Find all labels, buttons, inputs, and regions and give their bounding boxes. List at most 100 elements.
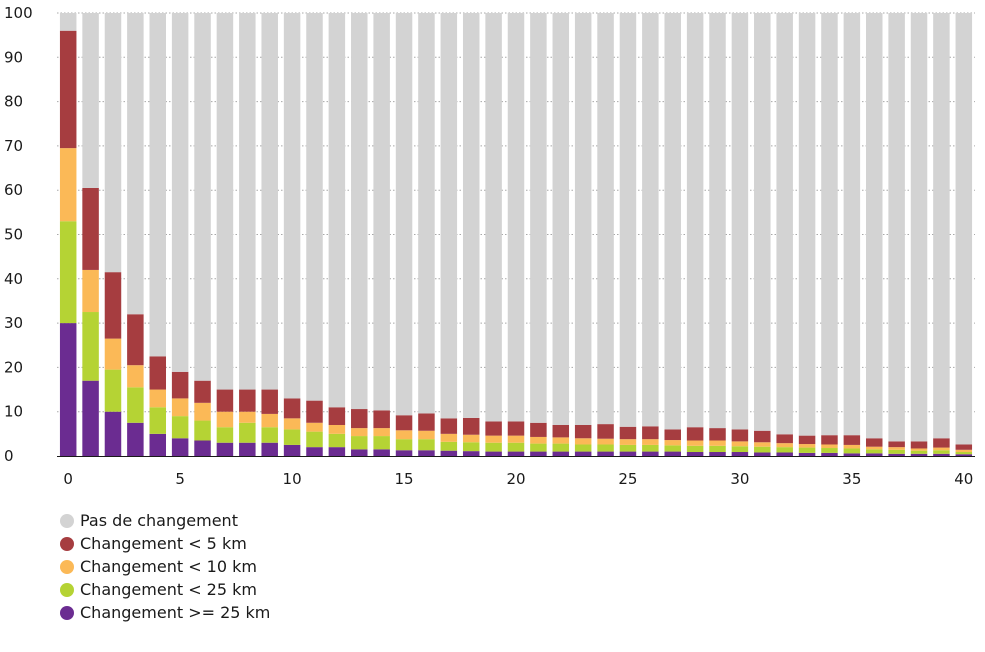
bar-segment bbox=[597, 444, 614, 451]
bar-segment bbox=[799, 436, 816, 444]
bar-segment-no-change bbox=[530, 13, 547, 423]
bar-segment bbox=[441, 442, 458, 451]
bar-segment bbox=[530, 452, 547, 456]
bar-segment bbox=[217, 427, 234, 443]
bar-segment bbox=[105, 370, 122, 412]
legend-swatch bbox=[60, 560, 74, 574]
bar-segment bbox=[754, 431, 771, 443]
bar-segment bbox=[620, 445, 637, 452]
bar-segment bbox=[485, 443, 502, 452]
bar-segment bbox=[127, 365, 143, 387]
bar-segment-no-change bbox=[933, 13, 950, 438]
bar-segment bbox=[933, 454, 950, 456]
bar-segment bbox=[620, 427, 637, 439]
y-tick-label: 10 bbox=[4, 403, 23, 421]
bar-segment bbox=[888, 447, 905, 450]
bar-segment bbox=[105, 272, 122, 338]
bar-stack bbox=[553, 13, 570, 456]
bar-segment-no-change bbox=[597, 13, 614, 424]
x-tick-label: 35 bbox=[842, 470, 861, 488]
bar-segment bbox=[933, 438, 950, 447]
bar-segment bbox=[821, 444, 838, 448]
x-tick-label: 30 bbox=[730, 470, 749, 488]
bar-segment bbox=[284, 418, 301, 429]
bar-segment bbox=[553, 444, 570, 452]
legend-label: Changement < 5 km bbox=[80, 534, 247, 553]
bar-segment bbox=[664, 429, 681, 440]
bar-stack bbox=[933, 13, 950, 456]
legend-swatch bbox=[60, 606, 74, 620]
bar-segment bbox=[261, 443, 278, 456]
legend-item: Changement < 5 km bbox=[60, 532, 270, 555]
bar-segment bbox=[127, 387, 143, 422]
bar-segment bbox=[732, 441, 749, 446]
bar-segment bbox=[127, 314, 143, 365]
bar-segment-no-change bbox=[866, 13, 883, 438]
bar-segment bbox=[888, 450, 905, 454]
bar-segment bbox=[799, 453, 816, 456]
legend-label: Changement >= 25 km bbox=[80, 603, 270, 622]
bar-segment bbox=[194, 381, 211, 403]
bar-segment bbox=[530, 423, 547, 437]
bar-segment bbox=[373, 449, 390, 456]
bar-segment bbox=[776, 434, 793, 443]
bar-stack bbox=[418, 13, 435, 456]
bar-segment-no-change bbox=[754, 13, 771, 431]
bar-segment bbox=[508, 436, 525, 443]
bar-segment bbox=[60, 323, 77, 456]
y-tick-label: 20 bbox=[4, 358, 23, 376]
bar-segment bbox=[351, 436, 368, 449]
bar-segment bbox=[284, 445, 301, 456]
bar-segment bbox=[620, 452, 637, 456]
bar-segment bbox=[396, 439, 413, 450]
bar-segment bbox=[732, 446, 749, 452]
bar-segment bbox=[441, 434, 458, 442]
bar-stack bbox=[105, 13, 122, 456]
bar-stack bbox=[530, 13, 547, 456]
bar-segment-no-change bbox=[127, 13, 143, 314]
bar-stack bbox=[687, 13, 704, 456]
bar-segment bbox=[217, 390, 234, 412]
bar-segment-no-change bbox=[373, 13, 390, 410]
bar-segment bbox=[418, 431, 435, 439]
bar-segment bbox=[530, 437, 547, 444]
legend-swatch bbox=[60, 514, 74, 528]
bar-segment bbox=[754, 452, 771, 456]
bar-segment-no-change bbox=[911, 13, 928, 441]
bar-segment bbox=[217, 412, 234, 428]
bar-segment-no-change bbox=[284, 13, 301, 398]
bar-segment bbox=[575, 452, 592, 456]
bar-segment-no-change bbox=[418, 13, 435, 413]
bar-stack bbox=[575, 13, 592, 456]
bar-segment bbox=[709, 446, 726, 452]
bar-segment bbox=[485, 452, 502, 456]
bar-segment bbox=[956, 452, 973, 454]
bar-segment bbox=[60, 31, 77, 148]
bar-segment bbox=[933, 450, 950, 454]
bar-segment-no-change bbox=[709, 13, 726, 428]
bar-segment bbox=[194, 403, 211, 421]
bar-segment bbox=[127, 423, 143, 456]
bar-segment-no-change bbox=[776, 13, 793, 434]
bar-segment bbox=[776, 443, 793, 447]
bar-segment bbox=[642, 426, 659, 439]
bar-stack bbox=[373, 13, 390, 456]
bar-segment bbox=[799, 448, 816, 453]
bar-segment-no-change bbox=[732, 13, 749, 429]
bar-segment bbox=[530, 444, 547, 452]
bar-stack bbox=[485, 13, 502, 456]
bar-segment bbox=[396, 430, 413, 439]
bar-segment bbox=[418, 450, 435, 456]
bar-stack bbox=[754, 13, 771, 456]
bar-segment-no-change bbox=[664, 13, 681, 429]
bar-stack bbox=[441, 13, 458, 456]
bar-segment-no-change bbox=[508, 13, 525, 421]
bar-segment bbox=[597, 452, 614, 456]
bar-segment-no-change bbox=[620, 13, 637, 427]
bar-segment bbox=[150, 407, 167, 434]
bar-stack bbox=[463, 13, 480, 456]
bar-segment bbox=[306, 432, 323, 448]
bar-stack bbox=[664, 13, 681, 456]
bar-stack bbox=[396, 13, 413, 456]
bar-segment bbox=[911, 454, 928, 456]
